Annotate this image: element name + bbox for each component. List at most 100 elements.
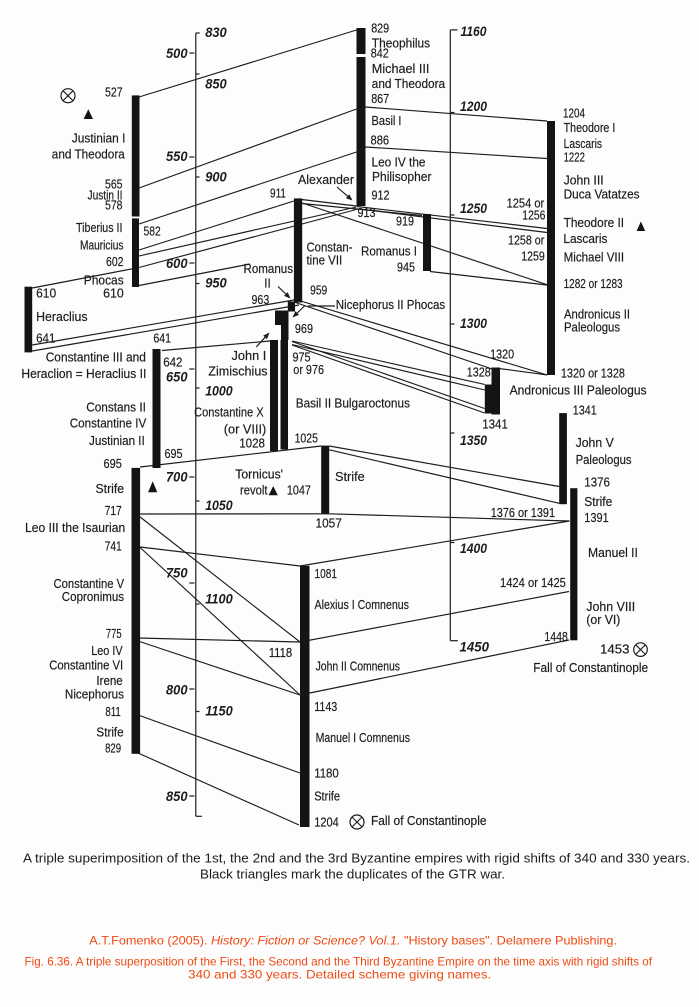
- svg-text:Leo III the Isaurian: Leo III the Isaurian: [25, 520, 125, 535]
- svg-text:811: 811: [105, 704, 120, 719]
- svg-text:969: 969: [295, 321, 313, 336]
- svg-text:Fall of Constantinople: Fall of Constantinople: [533, 660, 648, 675]
- svg-text:500: 500: [166, 45, 188, 61]
- svg-text:919: 919: [396, 214, 414, 229]
- svg-text:Fall of Constantinople: Fall of Constantinople: [371, 813, 487, 828]
- svg-text:Zimischius: Zimischius: [208, 363, 268, 378]
- svg-text:829: 829: [105, 740, 121, 755]
- svg-text:John II Comnenus: John II Comnenus: [316, 659, 401, 674]
- svg-text:975: 975: [293, 349, 311, 364]
- svg-text:Nicephorus: Nicephorus: [65, 687, 125, 702]
- svg-text:Leo IV: Leo IV: [91, 643, 123, 658]
- svg-text:850: 850: [205, 75, 227, 91]
- svg-text:Heraclius: Heraclius: [36, 309, 88, 324]
- svg-text:565: 565: [105, 177, 123, 192]
- svg-text:867: 867: [371, 91, 389, 106]
- svg-text:830: 830: [205, 24, 227, 40]
- svg-text:340 and 330 years. Detailed sc: 340 and 330 years. Detailed scheme givin…: [188, 969, 491, 982]
- svg-text:and Theodora: and Theodora: [52, 147, 126, 162]
- svg-text:1259: 1259: [521, 248, 545, 263]
- svg-text:1118: 1118: [269, 645, 293, 660]
- svg-text:1376 or 1391: 1376 or 1391: [491, 505, 555, 520]
- svg-text:1000: 1000: [205, 383, 233, 399]
- svg-text:1204: 1204: [314, 815, 339, 830]
- svg-text:John V: John V: [576, 435, 614, 450]
- svg-text:Heraclion = Heraclius II: Heraclion = Heraclius II: [21, 366, 146, 381]
- svg-text:Constantine VI: Constantine VI: [49, 657, 123, 672]
- svg-text:963: 963: [252, 292, 270, 307]
- svg-text:1320: 1320: [490, 347, 514, 362]
- svg-text:1424 or 1425: 1424 or 1425: [500, 575, 566, 590]
- svg-text:1250: 1250: [460, 200, 487, 216]
- svg-text:1254 or: 1254 or: [507, 196, 545, 211]
- svg-text:550: 550: [166, 148, 188, 164]
- svg-text:Alexander: Alexander: [298, 172, 355, 187]
- svg-text:641: 641: [153, 331, 171, 346]
- svg-text:1047: 1047: [287, 483, 311, 498]
- svg-text:1391: 1391: [584, 510, 608, 525]
- svg-text:602: 602: [106, 254, 124, 269]
- svg-text:Constantine V: Constantine V: [54, 576, 125, 591]
- svg-text:Theodore I: Theodore I: [564, 120, 616, 135]
- svg-text:Manuel II: Manuel II: [588, 545, 638, 560]
- svg-text:Theophilus: Theophilus: [372, 36, 431, 51]
- svg-text:1150: 1150: [205, 703, 233, 719]
- svg-text:Strife: Strife: [335, 469, 365, 484]
- svg-text:Mauricius: Mauricius: [80, 238, 124, 253]
- svg-text:610: 610: [36, 286, 56, 301]
- svg-text:1282 or 1283: 1282 or 1283: [564, 276, 623, 291]
- svg-text:Basil II Bulgaroctonus: Basil II Bulgaroctonus: [296, 396, 411, 411]
- svg-text:1100: 1100: [205, 591, 233, 607]
- svg-text:1200: 1200: [460, 98, 487, 114]
- svg-text:610: 610: [103, 286, 124, 301]
- svg-text:1376: 1376: [584, 475, 610, 490]
- svg-text:582: 582: [144, 223, 161, 238]
- svg-text:945: 945: [397, 260, 415, 275]
- svg-text:Strife: Strife: [96, 481, 125, 496]
- svg-text:Romanus I: Romanus I: [361, 244, 417, 259]
- svg-text:Constans II: Constans II: [86, 400, 146, 415]
- svg-text:Fig. 6.36. A triple superposit: Fig. 6.36. A triple superposition of the…: [25, 956, 653, 969]
- svg-text:1025: 1025: [295, 430, 318, 445]
- svg-text:John VIII: John VIII: [586, 599, 635, 614]
- svg-text:Basil I: Basil I: [372, 113, 402, 128]
- svg-text:1057: 1057: [316, 516, 342, 531]
- svg-text:1258 or: 1258 or: [508, 233, 545, 248]
- svg-text:911: 911: [270, 185, 286, 200]
- svg-text:1328: 1328: [467, 365, 491, 380]
- svg-text:Irene: Irene: [96, 673, 122, 688]
- svg-text:1300: 1300: [460, 315, 487, 331]
- svg-text:775: 775: [106, 626, 122, 641]
- svg-text:revolt: revolt: [240, 483, 268, 498]
- svg-text:1160: 1160: [461, 23, 487, 39]
- svg-text:A.T.Fomenko (2005). History: F: A.T.Fomenko (2005). History: Fiction or …: [89, 935, 617, 948]
- svg-text:741: 741: [105, 538, 122, 553]
- svg-text:Copronimus: Copronimus: [62, 589, 125, 604]
- svg-text:Lascaris: Lascaris: [564, 136, 603, 151]
- svg-text:1050: 1050: [205, 497, 233, 513]
- svg-text:and Theodora: and Theodora: [372, 76, 446, 91]
- svg-text:Strife: Strife: [314, 788, 340, 803]
- svg-text:Nicephorus II Phocas: Nicephorus II Phocas: [336, 297, 446, 312]
- svg-text:1028: 1028: [239, 436, 265, 451]
- svg-text:Alexius I Comnenus: Alexius I Comnenus: [315, 597, 410, 612]
- svg-text:1341: 1341: [573, 402, 597, 417]
- svg-text:Duca Vatatzes: Duca Vatatzes: [564, 187, 640, 202]
- svg-text:1453: 1453: [600, 642, 630, 657]
- svg-text:Phocas: Phocas: [84, 273, 124, 288]
- svg-text:or 976: or 976: [293, 362, 324, 377]
- svg-text:750: 750: [166, 565, 188, 581]
- svg-text:Black triangles mark the dupli: Black triangles mark the duplicates of t…: [200, 868, 505, 882]
- svg-text:900: 900: [205, 169, 227, 185]
- svg-text:Andronicus III Paleologus: Andronicus III Paleologus: [510, 383, 647, 398]
- svg-text:695: 695: [104, 456, 122, 471]
- svg-text:1081: 1081: [315, 566, 338, 581]
- svg-text:642: 642: [163, 354, 182, 369]
- svg-text:(or VIII): (or VIII): [224, 421, 267, 436]
- svg-text:717: 717: [105, 503, 122, 518]
- svg-text:John III: John III: [564, 173, 604, 188]
- svg-text:Constantine X: Constantine X: [194, 405, 264, 420]
- svg-text:Justinian II: Justinian II: [89, 433, 145, 448]
- svg-text:886: 886: [371, 132, 390, 147]
- svg-text:1143: 1143: [314, 699, 337, 714]
